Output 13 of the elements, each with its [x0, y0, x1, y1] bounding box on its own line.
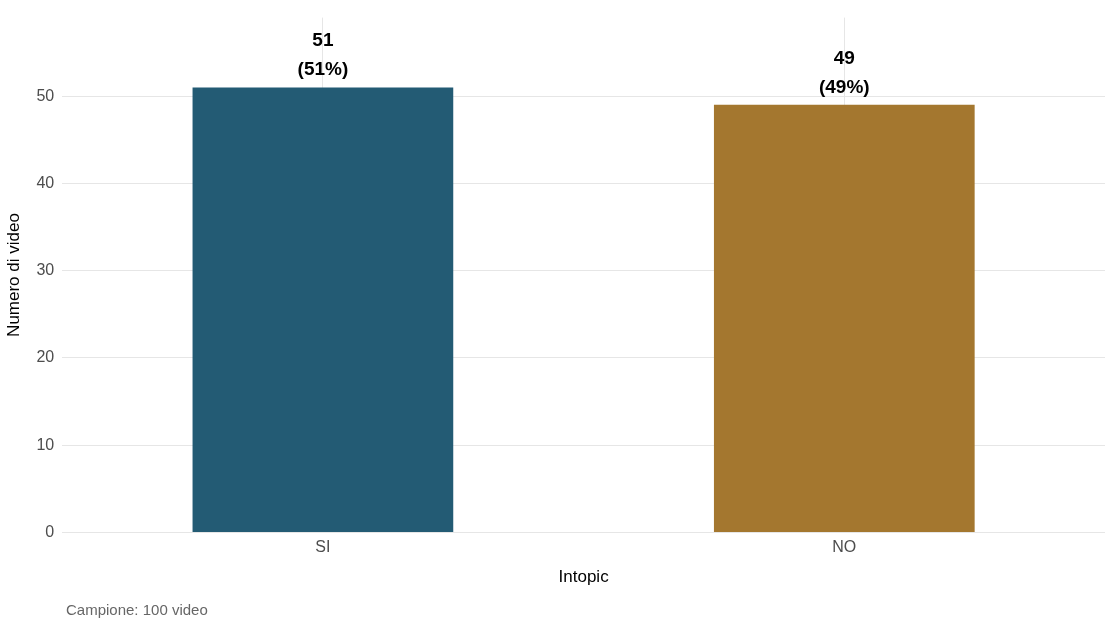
y-tick-label: 30	[36, 261, 55, 279]
y-tick-label: 40	[36, 173, 55, 191]
x-tick-label: NO	[832, 538, 857, 556]
y-tick-label: 0	[45, 522, 55, 540]
y-tick-label: 20	[36, 348, 55, 366]
data-label: 49 (49%)	[818, 46, 870, 97]
y-axis-title: Numero di video	[3, 213, 23, 337]
data-label: 51 (51%)	[297, 29, 349, 80]
x-axis-title: Intopic	[558, 567, 610, 587]
x-tick-label: SI	[315, 538, 331, 556]
text: Campione: 100 video	[66, 601, 208, 618]
y-tick-label: 10	[36, 435, 55, 453]
y-tick-label: 50	[36, 86, 55, 104]
